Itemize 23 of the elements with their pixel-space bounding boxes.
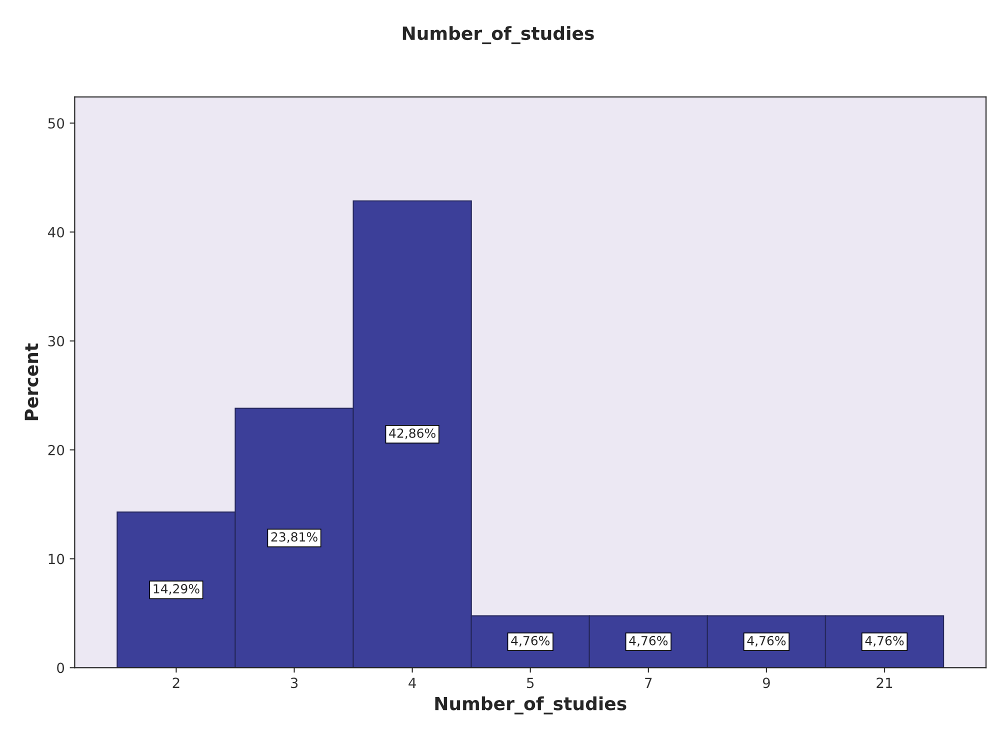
- y-tick-label: 50: [48, 118, 64, 129]
- x-tick-label: 21: [876, 678, 892, 688]
- x-axis-title: Number_of_studies: [435, 696, 626, 714]
- data-label: 4,76%: [629, 636, 668, 647]
- y-tick-label: 20: [48, 444, 64, 456]
- x-tick-label: 7: [645, 678, 652, 688]
- data-label: 4,76%: [747, 636, 786, 647]
- chart-title: Number_of_studies: [402, 26, 594, 44]
- data-label: 14,29%: [154, 584, 200, 595]
- y-axis-title: Percent: [24, 343, 38, 420]
- y-tick-label: 10: [48, 554, 64, 564]
- y-tick-label: 40: [48, 226, 64, 238]
- y-tick-label: 0: [57, 662, 64, 674]
- data-label: 4,76%: [511, 636, 550, 647]
- x-tick-label: 2: [172, 678, 180, 688]
- data-label: 42,86%: [389, 428, 436, 440]
- x-tick-label: 5: [527, 678, 534, 688]
- x-tick-label: 3: [290, 678, 298, 688]
- y-tick-label: 30: [48, 336, 64, 346]
- x-tick-label: 4: [408, 678, 416, 688]
- data-label: 4,76%: [865, 636, 904, 647]
- x-tick-label: 9: [762, 678, 770, 688]
- data-label: 23,81%: [271, 532, 318, 543]
